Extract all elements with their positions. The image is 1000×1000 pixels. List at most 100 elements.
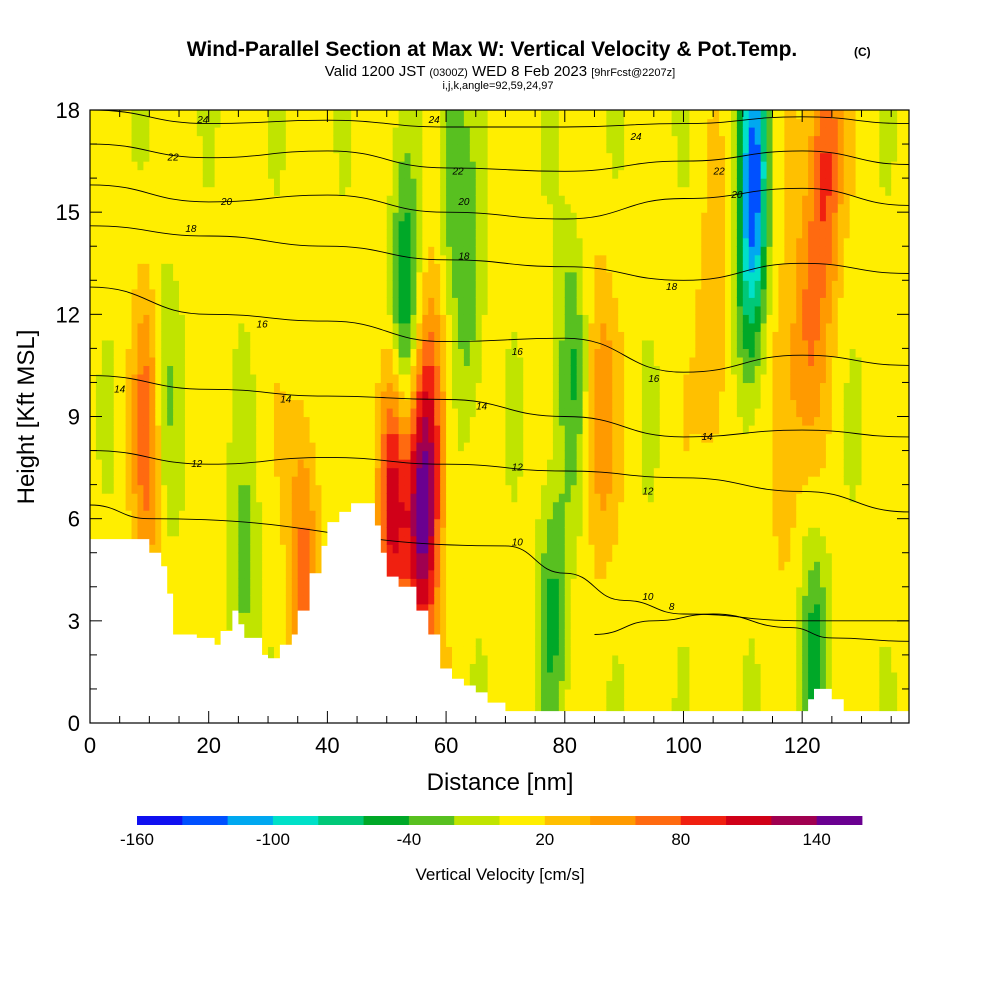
velocity-cell xyxy=(410,169,418,179)
velocity-cell xyxy=(321,118,328,128)
velocity-cell xyxy=(475,544,483,554)
velocity-cell xyxy=(493,118,501,128)
velocity-cell xyxy=(309,246,317,256)
velocity-cell xyxy=(315,552,323,562)
velocity-cell xyxy=(481,305,489,315)
velocity-cell xyxy=(238,237,245,247)
velocity-cell xyxy=(208,237,216,247)
velocity-cell xyxy=(273,390,281,401)
velocity-cell xyxy=(107,365,115,375)
velocity-cell xyxy=(273,110,281,120)
velocity-cell xyxy=(226,322,234,332)
velocity-cell xyxy=(475,271,483,281)
velocity-cell xyxy=(95,212,103,222)
velocity-cell xyxy=(196,331,204,341)
velocity-cell xyxy=(446,169,453,179)
velocity-cell xyxy=(137,484,145,494)
velocity-cell xyxy=(452,459,459,469)
velocity-cell xyxy=(291,280,299,290)
velocity-cell xyxy=(232,110,239,120)
velocity-cell xyxy=(125,195,133,205)
velocity-cell xyxy=(345,348,352,358)
velocity-cell xyxy=(184,220,192,230)
velocity-cell xyxy=(386,390,394,401)
velocity-cell xyxy=(279,127,287,137)
velocity-cell xyxy=(149,229,156,239)
velocity-cell xyxy=(131,118,139,128)
velocity-cell xyxy=(457,237,465,247)
velocity-cell xyxy=(493,620,501,630)
velocity-cell xyxy=(315,356,323,367)
velocity-cell xyxy=(386,561,394,571)
velocity-cell xyxy=(398,356,406,367)
velocity-cell xyxy=(457,416,465,426)
velocity-cell xyxy=(208,356,216,367)
velocity-cell xyxy=(463,450,471,460)
velocity-cell xyxy=(214,425,222,435)
velocity-cell xyxy=(179,493,186,503)
velocity-cell xyxy=(374,339,382,349)
velocity-cell xyxy=(95,237,103,247)
velocity-cell xyxy=(279,433,287,443)
velocity-cell xyxy=(309,322,317,332)
velocity-cell xyxy=(137,220,145,230)
velocity-cell xyxy=(273,280,281,290)
velocity-cell xyxy=(469,518,477,528)
velocity-cell xyxy=(107,254,115,264)
velocity-cell xyxy=(190,399,198,409)
velocity-cell xyxy=(190,144,198,154)
velocity-cell xyxy=(95,229,103,239)
velocity-cell xyxy=(155,331,162,341)
velocity-cell xyxy=(297,595,305,605)
velocity-cell xyxy=(179,195,186,205)
velocity-cell xyxy=(339,169,346,179)
velocity-cell xyxy=(297,144,305,154)
velocity-cell xyxy=(268,152,275,162)
velocity-cell xyxy=(410,561,418,571)
velocity-cell xyxy=(190,484,198,494)
velocity-cell xyxy=(422,535,429,545)
velocity-cell xyxy=(392,382,400,392)
velocity-cell xyxy=(452,365,459,375)
velocity-cell xyxy=(291,493,299,503)
velocity-cell xyxy=(273,578,281,588)
velocity-cell xyxy=(279,237,287,247)
velocity-cell xyxy=(309,271,317,281)
velocity-cell xyxy=(392,535,400,545)
velocity-cell xyxy=(137,246,145,256)
velocity-cell xyxy=(107,390,115,401)
velocity-cell xyxy=(416,229,423,239)
velocity-cell xyxy=(297,169,305,179)
velocity-cell xyxy=(101,152,109,162)
velocity-cell xyxy=(161,297,168,307)
velocity-cell xyxy=(291,127,299,137)
velocity-cell xyxy=(137,390,145,401)
velocity-cell xyxy=(155,535,162,545)
velocity-cell xyxy=(297,365,305,375)
velocity-cell xyxy=(190,314,198,324)
velocity-cell xyxy=(244,569,251,579)
velocity-cell xyxy=(291,305,299,315)
velocity-cell xyxy=(422,433,429,443)
velocity-cell xyxy=(327,425,334,435)
velocity-cell xyxy=(119,161,127,171)
velocity-cell xyxy=(410,552,418,562)
velocity-cell xyxy=(214,544,222,554)
velocity-cell xyxy=(493,280,501,290)
velocity-cell xyxy=(226,425,234,435)
velocity-cell xyxy=(190,229,198,239)
velocity-cell xyxy=(125,365,133,375)
velocity-cell xyxy=(119,365,127,375)
velocity-cell xyxy=(131,510,139,520)
velocity-cell xyxy=(244,220,251,230)
velocity-cell xyxy=(315,203,323,213)
velocity-cell xyxy=(149,544,156,554)
velocity-cell xyxy=(380,399,388,409)
velocity-cell xyxy=(333,297,340,307)
velocity-cell xyxy=(327,110,334,120)
velocity-cell xyxy=(173,595,180,605)
velocity-cell xyxy=(161,237,168,247)
velocity-cell xyxy=(434,518,441,528)
velocity-cell xyxy=(291,297,299,307)
chart-title: Wind-Parallel Section at Max W: Vertical… xyxy=(187,38,798,61)
